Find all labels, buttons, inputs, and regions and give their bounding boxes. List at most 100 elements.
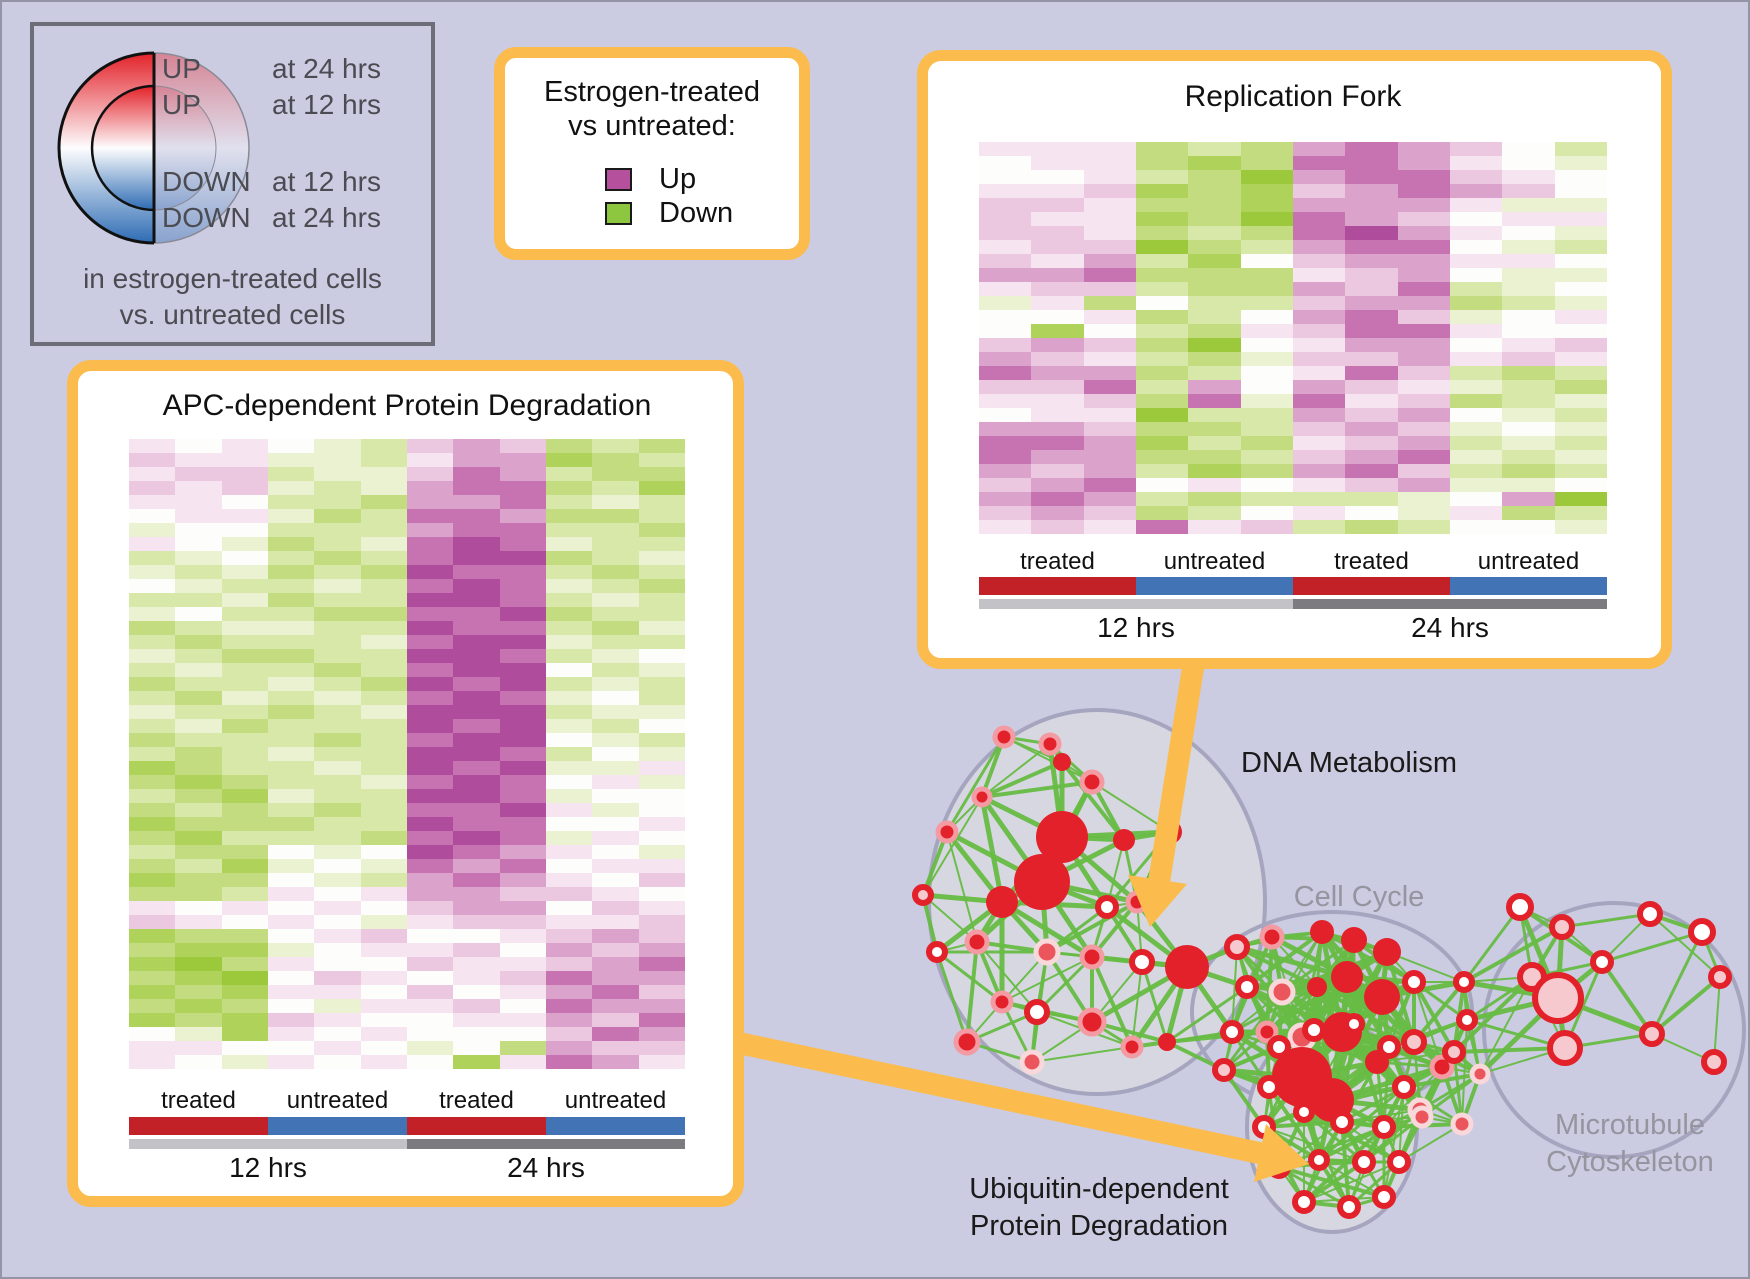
- heatmap-cell: [1345, 310, 1398, 324]
- heatmap-cell: [1292, 296, 1346, 310]
- heatmap-cell: [406, 565, 454, 579]
- heatmap-cell: [406, 551, 454, 565]
- heatmap-cell: [129, 439, 176, 453]
- heatmap-cell: [592, 621, 639, 635]
- heatmap-cell: [1449, 352, 1503, 366]
- heatmap-cell: [1397, 198, 1450, 212]
- heatmap-cell: [638, 999, 685, 1013]
- network-edge: [1452, 1046, 1567, 1054]
- replication-fork-heatmap: [979, 142, 1607, 534]
- heatmap-cell: [1397, 338, 1450, 352]
- heatmap-cell: [453, 817, 500, 831]
- heatmap-cell: [1345, 296, 1398, 310]
- heatmap-cell: [314, 635, 361, 649]
- heatmap-cell: [175, 663, 222, 677]
- heatmap-cell: [592, 467, 639, 481]
- network-node: [990, 990, 1014, 1014]
- heatmap-cell: [1449, 464, 1503, 478]
- heatmap-cell: [499, 537, 546, 551]
- heatmap-cell: [314, 985, 361, 999]
- heatmap-cell: [314, 845, 361, 859]
- network-edge: [1600, 930, 1704, 964]
- heatmap-cell: [1292, 310, 1346, 324]
- heatmap-cell: [129, 551, 176, 565]
- heatmap-cell: [175, 985, 222, 999]
- network-node: [1456, 1009, 1478, 1031]
- heatmap-cell: [638, 761, 685, 775]
- heatmap-cell: [499, 1041, 546, 1055]
- network-node: [1129, 949, 1155, 975]
- heatmap-cell: [1397, 254, 1450, 268]
- heatmap-cell: [979, 282, 1032, 296]
- heatmap-cell: [499, 761, 546, 775]
- heatmap-cell: [1345, 450, 1398, 464]
- apc-time-bars: [129, 1139, 685, 1149]
- heatmap-cell: [360, 803, 407, 817]
- heatmap-cell: [592, 453, 639, 467]
- updown-caption-line2: vs. untreated cells: [119, 299, 346, 330]
- heatmap-cell: [129, 467, 176, 481]
- heatmap-cell: [406, 607, 454, 621]
- heatmap-cell: [1135, 142, 1189, 156]
- heatmap-cell: [221, 565, 268, 579]
- heatmap-cell: [1502, 324, 1555, 338]
- network-edge: [1231, 946, 1238, 1033]
- heatmap-cell: [592, 1055, 639, 1069]
- heatmap-cell: [267, 537, 315, 551]
- heatmap-cell: [979, 394, 1032, 408]
- heatmap-cell: [1083, 506, 1136, 520]
- heatmap-cell: [592, 971, 639, 985]
- heatmap-cell: [1031, 352, 1084, 366]
- heatmap-cell: [545, 495, 593, 509]
- heatmap-cell: [638, 1013, 685, 1027]
- heatmap-cell: [129, 719, 176, 733]
- heatmap-cell: [1083, 324, 1136, 338]
- heatmap-cell: [129, 621, 176, 635]
- heatmap-cell: [1345, 142, 1398, 156]
- heatmap-cell: [314, 915, 361, 929]
- heatmap-cell: [267, 439, 315, 453]
- heatmap-cell: [1345, 282, 1398, 296]
- heatmap-cell: [979, 506, 1032, 520]
- heatmap-cell: [1188, 464, 1241, 478]
- heatmap-cell: [592, 663, 639, 677]
- heatmap-cell: [1240, 170, 1293, 184]
- heatmap-cell: [314, 873, 361, 887]
- heatmap-cell: [1240, 450, 1293, 464]
- heatmap-cell: [1345, 422, 1398, 436]
- heatmap-cell: [592, 607, 639, 621]
- heatmap-cell: [1031, 296, 1084, 310]
- apc-panel-title: APC-dependent Protein Degradation: [162, 389, 652, 422]
- heatmap-cell: [545, 831, 593, 845]
- heatmap-cell: [221, 481, 268, 495]
- network-node: [1268, 978, 1296, 1006]
- heatmap-cell: [267, 789, 315, 803]
- heatmap-cell: [545, 677, 593, 691]
- heatmap-cell: [1188, 478, 1241, 492]
- heatmap-cell: [1031, 450, 1084, 464]
- heatmap-cell: [638, 957, 685, 971]
- heatmap-cell: [592, 719, 639, 733]
- network-node: [1410, 1105, 1434, 1129]
- heatmap-cell: [979, 310, 1032, 324]
- heatmap-cell: [545, 607, 593, 621]
- heatmap-cell: [267, 1041, 315, 1055]
- network-node: [1372, 1185, 1396, 1209]
- heatmap-cell: [360, 495, 407, 509]
- heatmap-cell: [1554, 464, 1607, 478]
- heatmap-cell: [545, 817, 593, 831]
- heatmap-cell: [499, 635, 546, 649]
- network-node: [1688, 918, 1716, 946]
- heatmap-cell: [1031, 170, 1084, 184]
- heatmap-cell: [129, 761, 176, 775]
- heatmap-cell: [1449, 436, 1503, 450]
- heatmap-cell: [453, 915, 500, 929]
- heatmap-cell: [314, 859, 361, 873]
- network-node: [1038, 732, 1062, 756]
- heatmap-cell: [360, 873, 407, 887]
- heatmap-cell: [1292, 142, 1346, 156]
- heatmap-cell: [360, 775, 407, 789]
- heatmap-cell: [406, 747, 454, 761]
- condition-bar-treated: [129, 1117, 268, 1135]
- heatmap-cell: [267, 817, 315, 831]
